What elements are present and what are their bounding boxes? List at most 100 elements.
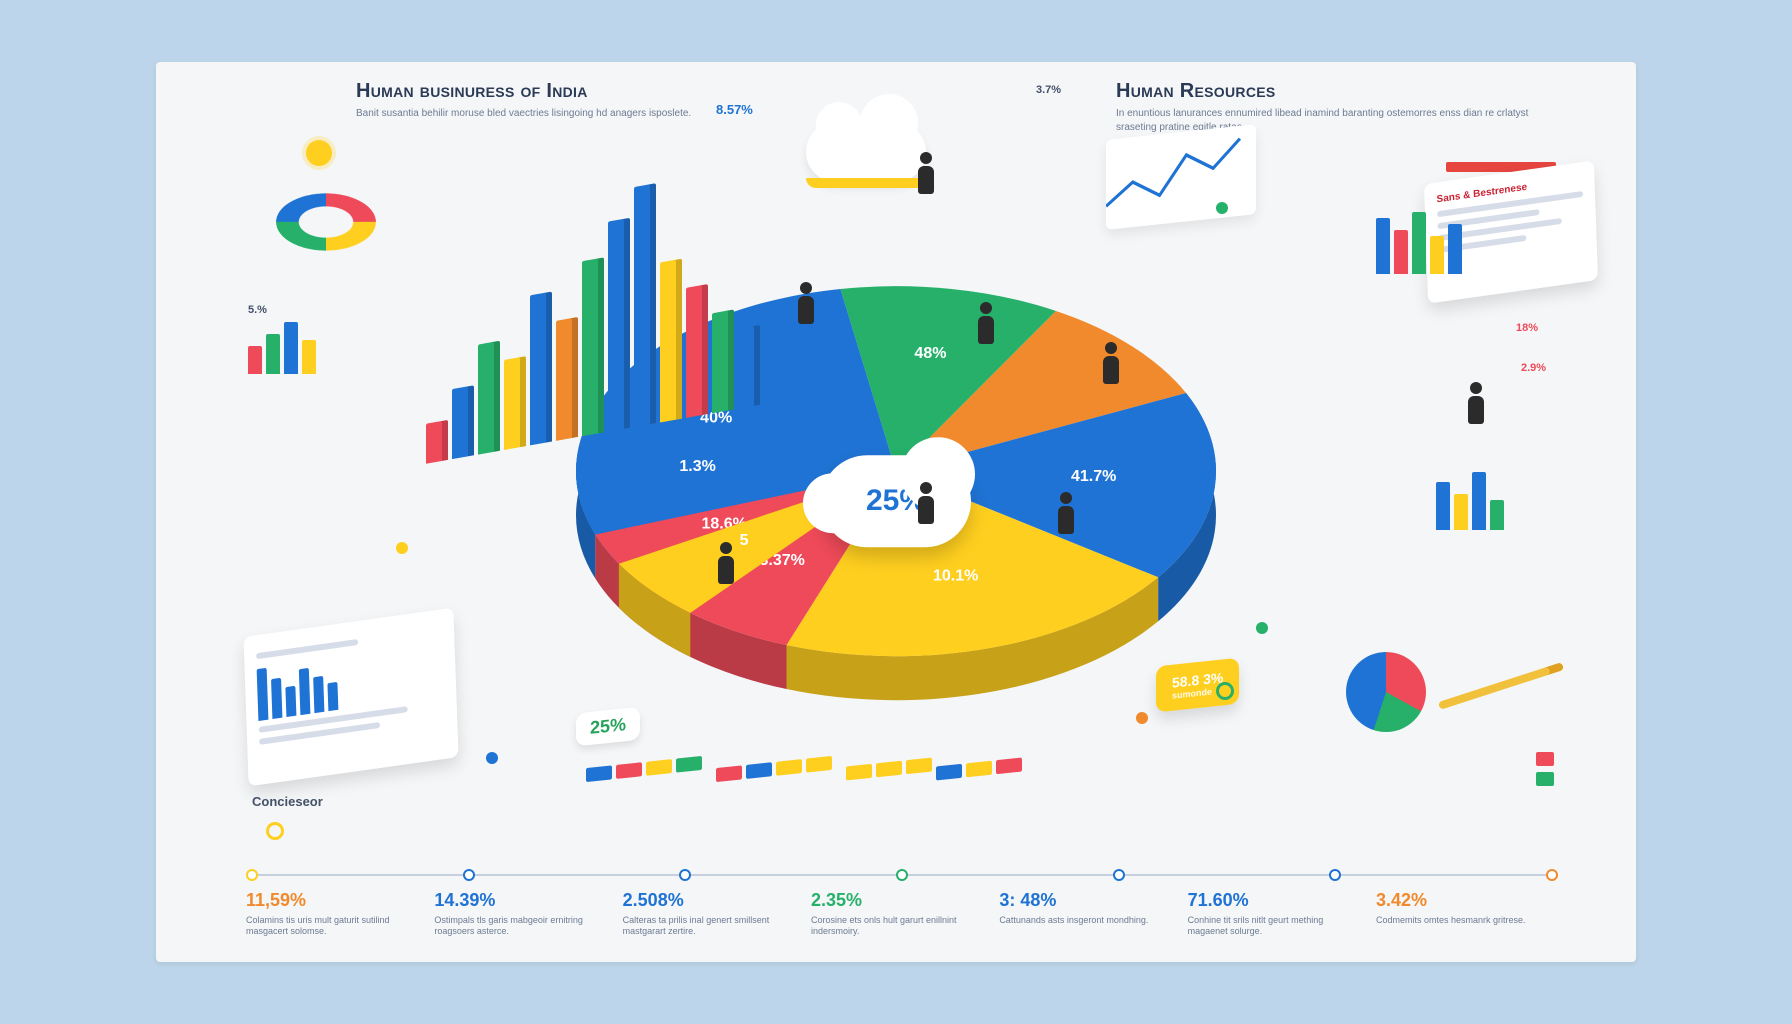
chip-25-value: 25% bbox=[590, 714, 626, 738]
ring-icon bbox=[266, 822, 284, 840]
footer-timeline: 11,59% Colamins tis uris mult gaturit su… bbox=[246, 874, 1546, 938]
header-right: Human Resources In enuntious lanurances … bbox=[1116, 80, 1556, 134]
header-left: Human businuress of India Banit susantia… bbox=[356, 80, 691, 121]
bar3d bbox=[426, 420, 448, 464]
footer-pct: 2.508% bbox=[623, 890, 793, 911]
top-center-pct: 3.7% bbox=[1036, 84, 1061, 96]
mini-bar bbox=[1472, 472, 1486, 530]
dot-icon bbox=[486, 752, 498, 764]
slice-blue-front-label: 41.7% bbox=[1071, 468, 1116, 485]
mini-bar bbox=[1454, 494, 1468, 530]
tablet-panel bbox=[243, 608, 458, 787]
person-icon bbox=[976, 302, 996, 348]
footer-caption: Colamins tis uris mult gaturit sutilind … bbox=[246, 915, 416, 938]
person-icon bbox=[916, 152, 936, 198]
bar3d bbox=[712, 309, 734, 413]
bar3d bbox=[660, 259, 682, 423]
footer-pct: 71.60% bbox=[1188, 890, 1358, 911]
sun-icon bbox=[306, 140, 332, 166]
mini-bar bbox=[266, 334, 280, 374]
header-right-title: Human Resources bbox=[1116, 80, 1556, 103]
mini-bar bbox=[1436, 482, 1450, 530]
bar3d bbox=[530, 292, 552, 446]
bar3d bbox=[556, 317, 578, 441]
legend-swatch bbox=[1536, 752, 1554, 766]
header-left-sub: Banit susantia behilir moruse bled vaect… bbox=[356, 107, 691, 121]
timeline-dot bbox=[1329, 869, 1341, 881]
brick-row bbox=[716, 756, 832, 782]
line-chart-card bbox=[1106, 124, 1256, 230]
header-left-title: Human businuress of India bbox=[356, 80, 691, 103]
header-right-sub: In enuntious lanurances ennumired libead… bbox=[1116, 107, 1556, 134]
pencil-icon bbox=[1438, 662, 1564, 710]
mini-pie bbox=[1346, 652, 1426, 732]
dot-icon bbox=[1256, 622, 1268, 634]
timeline-dot bbox=[1546, 869, 1558, 881]
bar3d bbox=[634, 183, 656, 427]
person-icon bbox=[1101, 342, 1121, 388]
timeline-dot bbox=[896, 869, 908, 881]
brick-row bbox=[586, 756, 702, 782]
dot-icon bbox=[1216, 202, 1228, 214]
footer-item: 3.42% Codmemits omtes hesmanrk gritrese. bbox=[1376, 890, 1546, 938]
side-pct: 2.9% bbox=[1521, 362, 1546, 374]
footer-pct: 2.35% bbox=[811, 890, 981, 911]
bar3d bbox=[738, 325, 760, 409]
slice-blue-top-label: 1.3% bbox=[679, 458, 715, 475]
dot-icon bbox=[396, 542, 408, 554]
footer-pct: 3.42% bbox=[1376, 890, 1546, 911]
brick-row bbox=[846, 757, 932, 780]
bar3d bbox=[478, 341, 500, 455]
ring-icon bbox=[1216, 682, 1234, 700]
footer-item: 3: 48% Cattunands asts insgeront mondhin… bbox=[999, 890, 1169, 938]
mini-bar bbox=[1490, 500, 1504, 530]
footer-track bbox=[246, 874, 1546, 876]
brick-row bbox=[936, 757, 1022, 780]
mini-bar bbox=[302, 340, 316, 374]
footer-caption: Conhine tit srils nitlt geurt mething ma… bbox=[1188, 915, 1358, 938]
mini-bar bbox=[1430, 236, 1444, 274]
footer-item: 11,59% Colamins tis uris mult gaturit su… bbox=[246, 890, 416, 938]
slice-yellow-top-label: 5 bbox=[740, 532, 749, 549]
slice-yellow-big-label: 10.1% bbox=[933, 568, 978, 585]
bar3d bbox=[582, 257, 604, 436]
chip-25: 25% bbox=[576, 707, 640, 747]
donut-icon bbox=[276, 193, 376, 250]
mini-bar bbox=[248, 346, 262, 374]
center-cloud-stat: 25% bbox=[821, 456, 971, 548]
mini-bar bbox=[1448, 224, 1462, 274]
mini-bars-left bbox=[248, 322, 316, 374]
person-icon bbox=[1466, 382, 1486, 428]
dot-icon bbox=[1136, 712, 1148, 724]
timeline-dot bbox=[246, 869, 258, 881]
mini-bars-left-label: 5.% bbox=[248, 304, 267, 316]
bar3d bbox=[608, 218, 630, 432]
person-icon bbox=[716, 542, 736, 588]
infographic-canvas: Human businuress of India Banit susantia… bbox=[156, 62, 1636, 962]
slice-teal-label: 48% bbox=[914, 345, 946, 362]
bar3d bbox=[452, 385, 474, 459]
bars3d-callout: 8.57% bbox=[716, 102, 753, 117]
bar3d bbox=[504, 356, 526, 450]
side-pct: 18% bbox=[1516, 322, 1538, 334]
cloud-icon bbox=[806, 122, 926, 182]
mini-bar bbox=[284, 322, 298, 374]
mini-bar bbox=[1412, 212, 1426, 274]
legend-swatch bbox=[1536, 772, 1554, 786]
footer-caption: Codmemits omtes hesmanrk gritrese. bbox=[1376, 915, 1546, 927]
footer-item: 2.508% Calteras ta prilis inal genert sm… bbox=[623, 890, 793, 938]
bar3d bbox=[686, 284, 708, 418]
footer-caption: Calteras ta prilis inal genert smillsent… bbox=[623, 915, 793, 938]
footer-item: 14.39% Ostimpals tls garis mabgeoir erni… bbox=[434, 890, 604, 938]
mini-bar bbox=[1376, 218, 1390, 274]
footer-caption: Ostimpals tls garis mabgeoir ernitring r… bbox=[434, 915, 604, 938]
timeline-dot bbox=[679, 869, 691, 881]
footer-pct: 11,59% bbox=[246, 890, 416, 911]
mini-bar bbox=[1394, 230, 1408, 274]
footer-item: 71.60% Conhine tit srils nitlt geurt met… bbox=[1188, 890, 1358, 938]
person-icon bbox=[1056, 492, 1076, 538]
mini-bars-right-mid bbox=[1436, 472, 1504, 530]
mini-bars-right-top bbox=[1376, 212, 1462, 274]
timeline-dot bbox=[463, 869, 475, 881]
person-icon bbox=[916, 482, 936, 528]
